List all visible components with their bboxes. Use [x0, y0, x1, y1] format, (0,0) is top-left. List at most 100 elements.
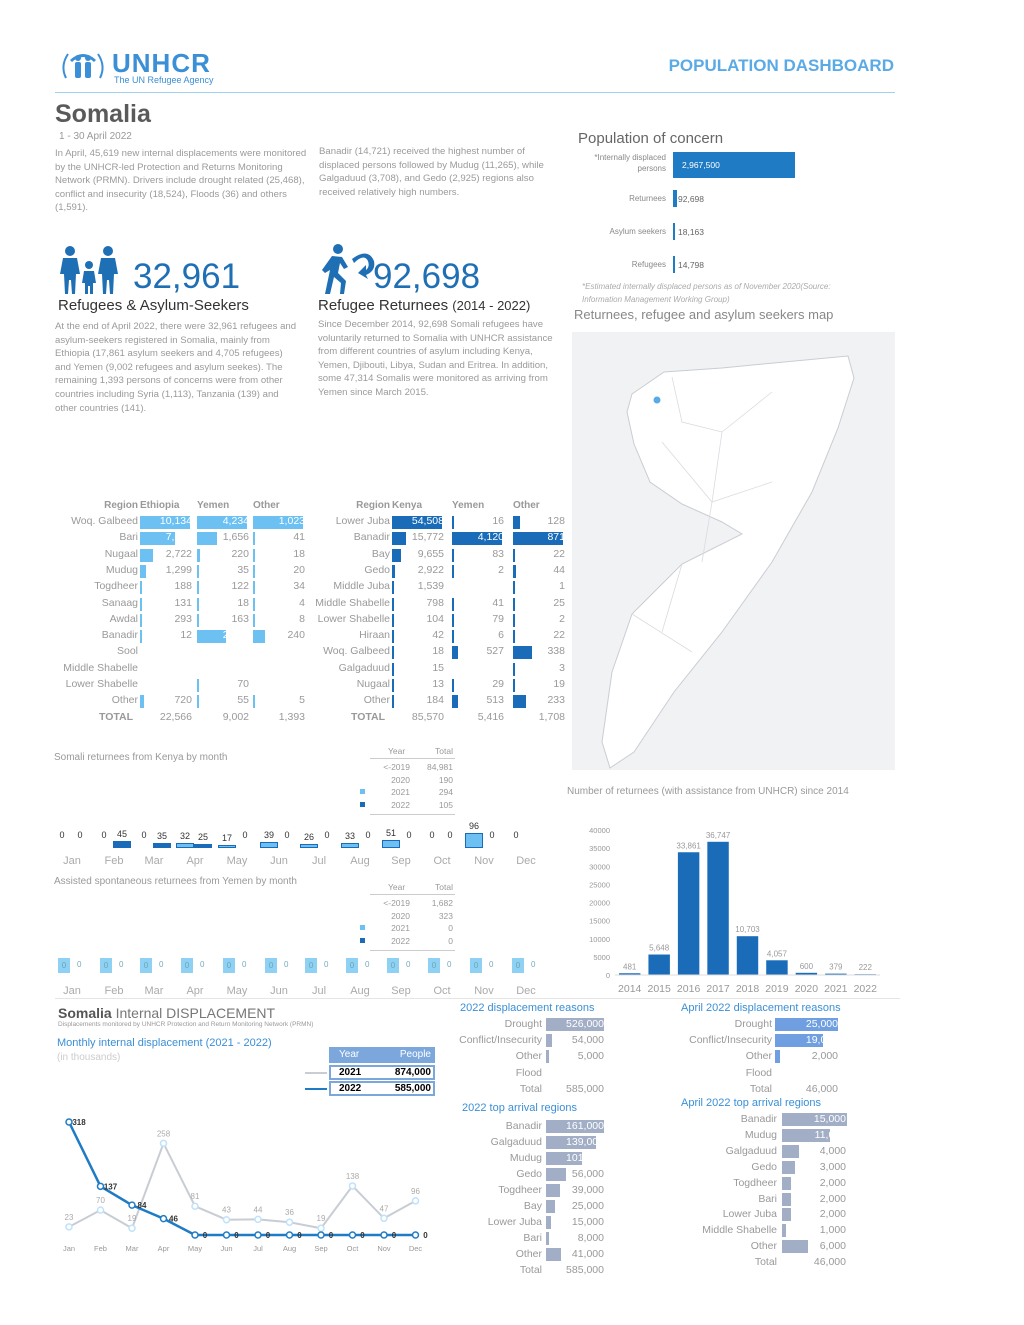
- table-cell: 338: [547, 645, 565, 658]
- somalia-map[interactable]: [572, 332, 895, 770]
- table-cell: 18: [237, 596, 249, 609]
- returnees-title: Refugee Returnees (2014 - 2022): [318, 297, 530, 314]
- month-label: Feb: [104, 985, 124, 997]
- list-bar: [546, 1232, 549, 1245]
- table-row-label: Mudug: [105, 563, 138, 576]
- data-point: [96, 1206, 105, 1214]
- list-label: Togdheer: [733, 1176, 777, 1189]
- table-bar: [140, 548, 154, 562]
- list-bar: [782, 1160, 795, 1174]
- population-bar: [673, 190, 677, 207]
- x-tick-label: 2019: [765, 983, 789, 995]
- yemen-bar-value-2022: 0: [324, 960, 329, 969]
- month-label: Dec: [516, 855, 536, 867]
- legend-people: 874,000: [394, 1067, 431, 1078]
- list-value: 2,000: [819, 1176, 846, 1189]
- list-value: 8,000: [577, 1232, 604, 1244]
- legend-year: 2020: [391, 774, 410, 785]
- table-bar: [140, 613, 142, 627]
- table-row-label: Middle Shabelle: [315, 596, 390, 609]
- list-total-label: Total: [754, 1256, 777, 1269]
- legend-year: 2020: [391, 910, 410, 921]
- yemen-bar-2021: 0: [181, 958, 193, 973]
- table-bar: [140, 532, 175, 546]
- data-label: 258: [157, 1129, 171, 1138]
- y-tick-label: 40000: [589, 826, 610, 835]
- table-cell: 104: [426, 612, 444, 625]
- table-bar: [197, 630, 226, 644]
- somalia-outline: [601, 355, 855, 769]
- x-tick-label: May: [188, 1244, 202, 1253]
- kenya-bar-value: 17: [221, 833, 232, 844]
- list-bar: [782, 1192, 791, 1206]
- kenya-bar-y2021: [176, 843, 194, 848]
- table-bar: [140, 695, 144, 709]
- header-divider: [55, 92, 895, 93]
- legend-header: Total: [435, 882, 453, 892]
- kenya-bar-y2022: [153, 842, 171, 848]
- population-title: Population of concern: [578, 130, 724, 147]
- table-bar: [452, 564, 454, 578]
- list-bar: [546, 1050, 549, 1064]
- population-value: 14,798: [678, 260, 704, 270]
- data-label: 19: [128, 1214, 137, 1223]
- yemen-legend-table: Year Total <-2019 1,682 2020 323 2021 0 2022 0: [360, 882, 455, 951]
- legend-year: 2022: [339, 1083, 362, 1094]
- idp-subtitle: Displacements monitored by UNHCR Protect…: [58, 1021, 314, 1028]
- table-bar: [140, 630, 142, 644]
- data-point: [317, 1231, 325, 1239]
- intro-paragraph-1: In April, 45,619 new internal displaceme…: [55, 148, 307, 214]
- table-bar: [392, 679, 394, 692]
- legend-header: Year: [388, 882, 406, 892]
- month-label: Apr: [186, 985, 204, 997]
- data-label: 70: [96, 1196, 105, 1205]
- returnees-title-main: Refugee Returnees: [318, 297, 449, 314]
- table-cell: 720: [174, 694, 192, 707]
- population-label: Asylum seekers: [609, 227, 666, 236]
- list-label: Middle Shabelle: [702, 1224, 777, 1237]
- table-bar: [392, 613, 394, 627]
- legend-year: 2022: [391, 935, 410, 946]
- kenya-legend-table: Year Total <-2019 84,981 2020 190 2021 294 2022 1…: [360, 746, 455, 816]
- yemen-bar-value-2022: 0: [447, 960, 452, 969]
- list-label: Banadir: [740, 1113, 777, 1125]
- table-header: Region: [356, 500, 390, 511]
- location-marker[interactable]: [653, 396, 661, 404]
- month-label: Oct: [433, 855, 451, 867]
- month-label: Feb: [104, 855, 124, 867]
- population-label: Returnees: [629, 194, 666, 203]
- returnees-count: 92,698: [373, 257, 481, 296]
- table-total: 22,566: [159, 710, 192, 723]
- population-value: 18,163: [678, 227, 704, 237]
- table-cell: 2: [498, 563, 504, 576]
- table-bar: [513, 564, 516, 578]
- list-label: Mudug: [744, 1128, 777, 1141]
- yemen-bar-2021: 0: [265, 958, 277, 973]
- x-tick-label: Mar: [126, 1244, 139, 1253]
- list-value: 39,000: [571, 1184, 604, 1196]
- legend-swatch-2021: [360, 789, 365, 794]
- table-cell: 513: [486, 694, 504, 707]
- data-point: [348, 1231, 357, 1239]
- table-bar: [197, 548, 200, 562]
- table-bar: [392, 532, 407, 546]
- idp-title: Somalia Internal DISPLACEMENT: [58, 1005, 275, 1021]
- list-value: 101,000: [566, 1152, 604, 1164]
- table-bar: [513, 679, 515, 692]
- list-label: Other: [750, 1240, 777, 1253]
- month-label: Jul: [311, 985, 327, 997]
- x-tick-label: 2021: [824, 983, 848, 995]
- yemen-bar-2021: 0: [100, 958, 112, 973]
- table-row-label: Lower Shabelle: [65, 678, 138, 690]
- month-label: Sep: [391, 985, 411, 997]
- list-bar: [782, 1240, 808, 1254]
- month-label: Jun: [270, 985, 288, 997]
- x-tick-label: 2022: [854, 983, 878, 995]
- legend-year: 2022: [391, 799, 410, 810]
- list-value: 41,000: [571, 1248, 604, 1260]
- table-row-label: Hiraan: [359, 629, 390, 642]
- table-cell: 122: [231, 580, 249, 593]
- list-bar: [546, 1168, 567, 1181]
- table-total: 5,416: [477, 710, 504, 723]
- country-title: Somalia: [55, 100, 151, 128]
